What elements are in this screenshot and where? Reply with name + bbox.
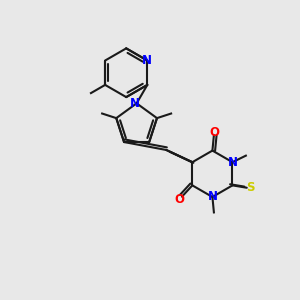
Text: N: N xyxy=(227,156,238,169)
Text: S: S xyxy=(246,181,255,194)
Text: O: O xyxy=(209,126,219,139)
Text: N: N xyxy=(130,97,140,110)
Text: N: N xyxy=(207,190,218,203)
Text: N: N xyxy=(142,54,152,67)
Text: O: O xyxy=(175,193,184,206)
